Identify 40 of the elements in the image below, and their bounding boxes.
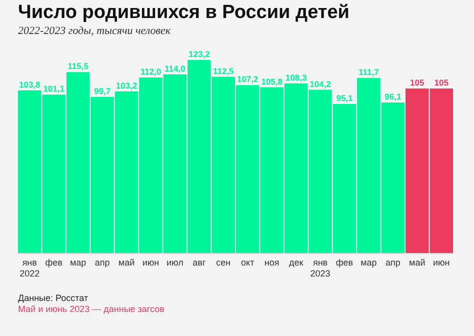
x-tick-label: ноя bbox=[264, 258, 280, 268]
text: Май и июнь 2023 — данные загсов bbox=[18, 304, 165, 314]
data-label: 115,5 bbox=[68, 61, 89, 72]
x-tick-label: мар bbox=[360, 258, 377, 268]
x-tick-label: дек bbox=[288, 258, 304, 268]
x-tick-label: мар bbox=[70, 258, 86, 268]
data-label: 107,2 bbox=[236, 74, 259, 84]
x-tick-label: авг bbox=[192, 258, 206, 268]
chart-subtitle: 2022-2023 годы, тысячи человек bbox=[18, 25, 172, 37]
x-tick-label: май bbox=[409, 258, 426, 268]
x-tick-label: май bbox=[118, 258, 135, 268]
x-tick-label: апр bbox=[94, 258, 110, 268]
data-label: 104,2 bbox=[310, 78, 332, 89]
x-tick-label: фев bbox=[45, 258, 63, 268]
data-label: 111,7 bbox=[358, 67, 380, 78]
data-label: 112,5 bbox=[212, 66, 234, 76]
data-label: 103,8 bbox=[18, 79, 41, 90]
text: Данные: Росстат bbox=[18, 293, 88, 303]
x-tick-label: янв 2023 bbox=[310, 258, 330, 278]
data-label: 123,2 bbox=[188, 49, 210, 59]
data-label: 105 bbox=[434, 78, 449, 88]
data-label: 96,1 bbox=[384, 91, 402, 102]
data-label: 101,1 bbox=[43, 84, 65, 94]
data-label: 108,3 bbox=[285, 72, 307, 82]
data-label: 114,0 bbox=[164, 63, 186, 74]
data-label: 105 bbox=[410, 78, 425, 88]
x-tick-label: фев bbox=[336, 258, 354, 268]
x-tick-label: июн bbox=[433, 258, 450, 268]
x-tick-label: окт bbox=[241, 258, 254, 268]
data-label: 95,1 bbox=[336, 93, 354, 104]
x-tick-label: июл bbox=[166, 258, 184, 268]
chart-title: Число родившихся в России детей bbox=[18, 2, 350, 23]
data-label: 99,7 bbox=[94, 86, 111, 96]
x-tick-label: апр bbox=[385, 258, 400, 268]
data-label: 103,2 bbox=[116, 80, 138, 90]
x-tick-label: июн bbox=[142, 258, 160, 268]
x-tick-label: сен bbox=[216, 258, 231, 268]
x-tick-label: янв 2022 bbox=[20, 258, 40, 278]
data-label: 112,0 bbox=[140, 66, 162, 77]
data-label: 105,8 bbox=[261, 76, 283, 86]
